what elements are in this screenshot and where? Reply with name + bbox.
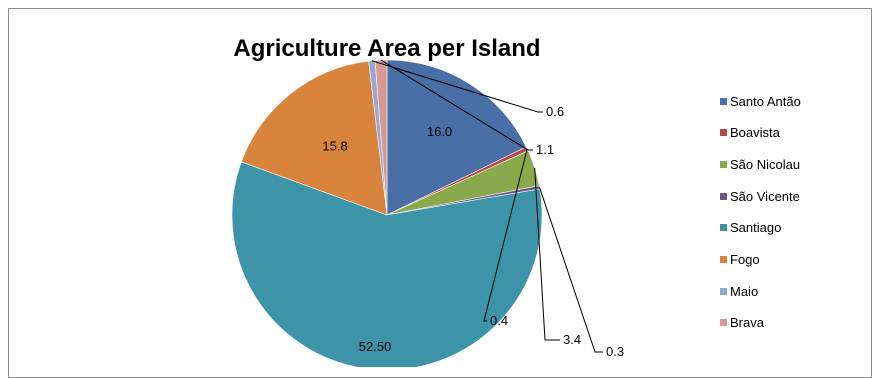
data-label: 52.50 xyxy=(359,339,392,354)
legend-swatch xyxy=(720,129,727,137)
leader-line xyxy=(539,187,603,353)
legend-label: Santo Antão xyxy=(730,93,801,109)
data-label: 0.3 xyxy=(606,344,624,359)
leader-line xyxy=(534,167,560,341)
legend-swatch xyxy=(720,160,727,168)
legend-label: São Nicolau xyxy=(730,156,801,172)
pie-slice-santiago xyxy=(231,161,543,367)
pie-slices xyxy=(231,59,543,367)
legend-swatch xyxy=(720,319,727,327)
legend-label: Fogo xyxy=(730,251,760,267)
legend-item: Boavista xyxy=(720,124,870,142)
legend-swatch xyxy=(720,255,727,263)
legend-swatch xyxy=(720,287,727,295)
legend-item: Fogo xyxy=(720,250,870,268)
legend-item: Maio xyxy=(720,282,870,300)
legend-item: Brava xyxy=(720,314,870,332)
legend-label: Santiago xyxy=(730,220,782,236)
data-label: 3.4 xyxy=(563,332,581,347)
leader-line xyxy=(371,60,543,113)
legend-swatch xyxy=(720,97,727,105)
legend-item: São Nicolau xyxy=(720,155,870,173)
legend-label: São Vicente xyxy=(730,188,800,204)
pie-chart: Agriculture Area per Island 16.0 0.4 3.4 0.… xyxy=(231,35,624,367)
chart-title: Agriculture Area per Island xyxy=(233,35,540,62)
legend-item: Santiago xyxy=(720,219,870,237)
pie-slice-santo-ant-o xyxy=(386,59,527,216)
leader-line xyxy=(380,59,533,151)
data-label: 0.6 xyxy=(546,104,564,119)
legend-label: Maio xyxy=(730,283,759,299)
leader-line xyxy=(483,148,528,322)
legend-item: Santo Antão xyxy=(720,92,870,110)
legend: Santo Antão Boavista São Nicolau São Vicent… xyxy=(720,92,870,346)
data-labels: 16.0 0.4 3.4 0.3 52.50 15.8 0.6 1.1 xyxy=(322,104,624,359)
legend-swatch xyxy=(720,192,727,200)
legend-item: São Vicente xyxy=(720,187,870,205)
data-label: 16.0 xyxy=(427,124,452,139)
data-label: 15.8 xyxy=(322,138,347,153)
legend-label: Boavista xyxy=(730,125,780,141)
legend-swatch xyxy=(720,224,727,232)
legend-label: Brava xyxy=(730,315,764,331)
data-label: 1.1 xyxy=(536,142,554,157)
data-label: 0.4 xyxy=(490,313,508,328)
pie-slice-fogo xyxy=(241,60,388,216)
leader-lines xyxy=(371,59,603,353)
